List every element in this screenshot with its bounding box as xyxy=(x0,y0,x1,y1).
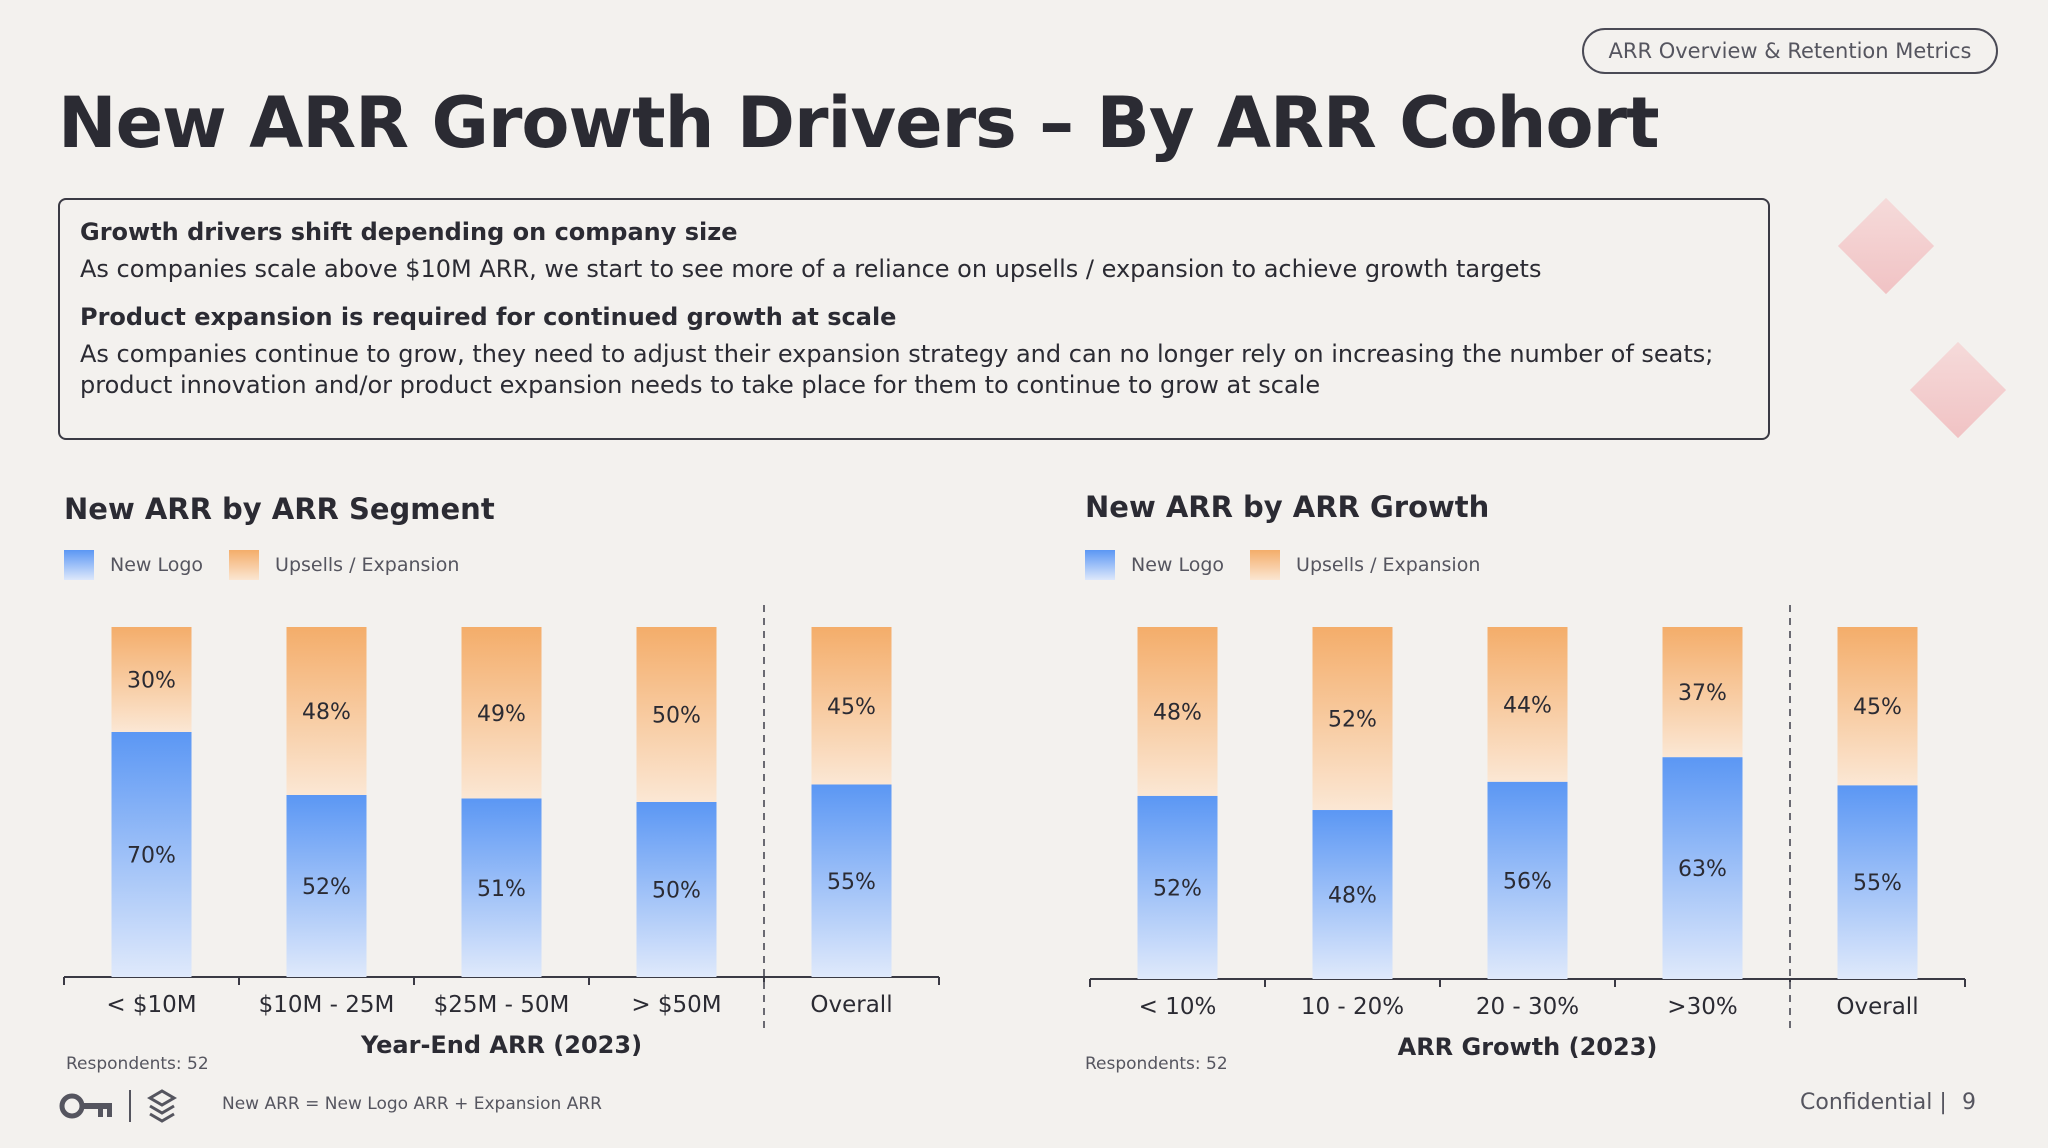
data-label-new-logo: 52% xyxy=(302,875,351,900)
bar-expansion xyxy=(1312,627,1393,811)
summary-text: As companies continue to grow, they need… xyxy=(80,340,1714,399)
chart-legend: New Logo Upsells / Expansion xyxy=(1085,550,1506,580)
page-number: 9 xyxy=(1962,1090,1976,1115)
x-tick-label: $10M - 25M xyxy=(259,992,395,1018)
legend-label: New Logo xyxy=(110,554,204,576)
legend-label: Upsells / Expansion xyxy=(1296,554,1481,576)
confidential-label: Confidential | xyxy=(1800,1090,1947,1115)
x-axis-title: ARR Growth (2023) xyxy=(1398,1033,1658,1061)
legend-swatch-expansion xyxy=(229,550,260,580)
bar-new-logo xyxy=(286,795,367,977)
data-label-new-logo: 55% xyxy=(827,870,876,895)
bar-expansion xyxy=(1662,627,1743,758)
bar-new-logo xyxy=(1312,810,1393,979)
legend-swatch-expansion xyxy=(1250,550,1281,580)
data-label-new-logo: 55% xyxy=(1853,871,1902,896)
bar-expansion xyxy=(1137,627,1218,796)
data-label-expansion: 49% xyxy=(477,702,526,727)
data-label-expansion: 52% xyxy=(1328,708,1377,733)
bar-expansion xyxy=(286,627,367,795)
chart-title: New ARR by ARR Growth xyxy=(1085,490,1490,524)
x-tick-label: < $10M xyxy=(106,992,196,1018)
data-label-expansion: 45% xyxy=(1853,695,1902,720)
data-label-new-logo: 52% xyxy=(1153,876,1202,901)
legend-swatch-new-logo xyxy=(64,550,94,580)
bar-expansion xyxy=(461,627,542,799)
bar-new-logo xyxy=(811,784,892,977)
bar-new-logo xyxy=(1662,757,1743,979)
x-tick-label: $25M - 50M xyxy=(434,992,570,1018)
chart-legend: New Logo Upsells / Expansion xyxy=(64,550,485,580)
x-tick-label: 10 - 20% xyxy=(1301,994,1404,1020)
bar-expansion xyxy=(1837,627,1918,786)
bar-expansion xyxy=(1487,627,1568,782)
bar-new-logo xyxy=(636,802,717,977)
footer-logos xyxy=(58,1086,208,1130)
x-tick-label: < 10% xyxy=(1139,994,1217,1020)
summary-text: As companies scale above $10M ARR, we st… xyxy=(80,255,1542,283)
bar-new-logo xyxy=(1837,785,1918,979)
x-tick-label: > $50M xyxy=(631,992,721,1018)
bar-new-logo xyxy=(1137,795,1218,979)
data-label-expansion: 48% xyxy=(302,700,351,725)
key-icon xyxy=(59,1093,112,1119)
x-tick-label: 20 - 30% xyxy=(1476,994,1579,1020)
stack-logo-icon xyxy=(147,1089,177,1123)
legend-swatch-new-logo xyxy=(1085,550,1115,580)
section-tag: ARR Overview & Retention Metrics xyxy=(1582,28,1998,74)
bar-expansion xyxy=(811,627,892,785)
data-label-expansion: 45% xyxy=(827,695,876,720)
data-label-new-logo: 70% xyxy=(127,844,176,869)
footer-note: New ARR = New Logo ARR + Expansion ARR xyxy=(222,1094,602,1114)
data-label-expansion: 30% xyxy=(127,669,176,694)
data-label-expansion: 44% xyxy=(1503,693,1552,718)
data-label-expansion: 37% xyxy=(1678,681,1727,706)
data-label-expansion: 50% xyxy=(652,704,701,729)
data-label-new-logo: 48% xyxy=(1328,884,1377,909)
data-label-new-logo: 63% xyxy=(1678,857,1727,882)
bar-new-logo xyxy=(111,732,192,977)
x-axis-title: Year-End ARR (2023) xyxy=(360,1031,642,1059)
x-tick-label: Overall xyxy=(810,992,892,1018)
bar-expansion xyxy=(111,627,192,732)
data-label-expansion: 48% xyxy=(1153,700,1202,725)
x-tick-label: >30% xyxy=(1667,994,1737,1020)
respondents-note: Respondents: 52 xyxy=(1085,1054,1228,1074)
chart-title: New ARR by ARR Segment xyxy=(64,492,495,526)
summary-heading: Product expansion is required for contin… xyxy=(80,303,897,331)
logo-divider xyxy=(129,1090,131,1122)
bar-new-logo xyxy=(461,798,542,977)
data-label-new-logo: 50% xyxy=(652,879,701,904)
summary-heading: Growth drivers shift depending on compan… xyxy=(80,218,738,246)
bar-expansion xyxy=(636,627,717,802)
legend-label: New Logo xyxy=(1131,554,1225,576)
summary-box: Growth drivers shift depending on compan… xyxy=(58,198,1770,440)
respondents-note: Respondents: 52 xyxy=(66,1054,209,1074)
x-tick-label: Overall xyxy=(1836,994,1918,1020)
data-label-new-logo: 51% xyxy=(477,877,526,902)
legend-label: Upsells / Expansion xyxy=(275,554,460,576)
bar-new-logo xyxy=(1487,781,1568,979)
page-title: New ARR Growth Drivers – By ARR Cohort xyxy=(58,82,1660,164)
data-label-new-logo: 56% xyxy=(1503,869,1552,894)
